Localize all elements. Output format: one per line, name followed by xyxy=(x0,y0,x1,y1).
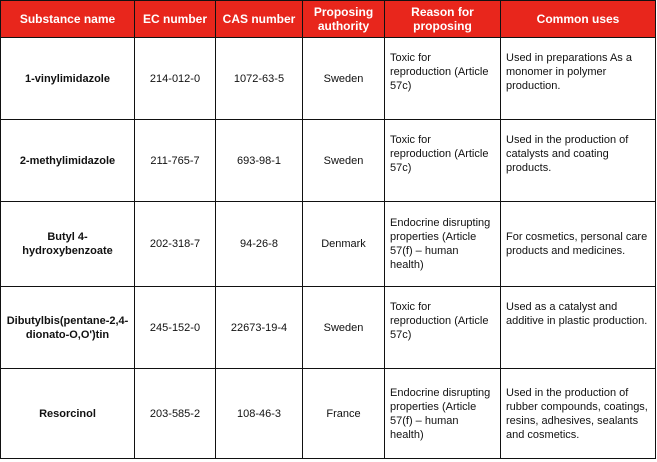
table-row: Butyl 4-hydroxybenzoate 202-318-7 94-26-… xyxy=(0,201,656,287)
ec-number: 211-765-7 xyxy=(134,119,216,202)
header-substance-name: Substance name xyxy=(0,0,135,38)
cas-number: 1072-63-5 xyxy=(215,37,303,120)
reason-for-proposing: Toxic for reproduction (Article 57c) xyxy=(384,37,501,120)
cas-number: 693-98-1 xyxy=(215,119,303,202)
proposing-authority: Sweden xyxy=(302,37,385,120)
header-proposing-authority: Proposing authority xyxy=(302,0,385,38)
substance-name: Dibutylbis(pentane-2,4-dionato-O,O')tin xyxy=(0,286,135,369)
substance-name: 1-vinylimidazole xyxy=(0,37,135,120)
reason-for-proposing: Toxic for reproduction (Article 57c) xyxy=(384,119,501,202)
common-uses: Used in the production of catalysts and … xyxy=(500,119,656,202)
ec-number: 214-012-0 xyxy=(134,37,216,120)
header-ec-number: EC number xyxy=(134,0,216,38)
substance-name: 2-methylimidazole xyxy=(0,119,135,202)
header-row: Substance name EC number CAS number Prop… xyxy=(0,0,656,38)
table-row: Resorcinol 203-585-2 108-46-3 France End… xyxy=(0,368,656,459)
reason-for-proposing: Endocrine disrupting properties (Article… xyxy=(384,201,501,287)
common-uses: Used in preparations As a monomer in pol… xyxy=(500,37,656,120)
header-cas-number: CAS number xyxy=(215,0,303,38)
substance-name: Butyl 4-hydroxybenzoate xyxy=(0,201,135,287)
common-uses: Used in the production of rubber compoun… xyxy=(500,368,656,459)
table-row: 2-methylimidazole 211-765-7 693-98-1 Swe… xyxy=(0,119,656,202)
reason-for-proposing: Endocrine disrupting properties (Article… xyxy=(384,368,501,459)
cas-number: 22673-19-4 xyxy=(215,286,303,369)
cas-number: 108-46-3 xyxy=(215,368,303,459)
ec-number: 203-585-2 xyxy=(134,368,216,459)
ec-number: 202-318-7 xyxy=(134,201,216,287)
ec-number: 245-152-0 xyxy=(134,286,216,369)
substance-name: Resorcinol xyxy=(0,368,135,459)
table-row: Dibutylbis(pentane-2,4-dionato-O,O')tin … xyxy=(0,286,656,369)
cas-number: 94-26-8 xyxy=(215,201,303,287)
common-uses: For cosmetics, personal care products an… xyxy=(500,201,656,287)
common-uses: Used as a catalyst and additive in plast… xyxy=(500,286,656,369)
reason-for-proposing: Toxic for reproduction (Article 57c) xyxy=(384,286,501,369)
header-common-uses: Common uses xyxy=(500,0,656,38)
table-row: 1-vinylimidazole 214-012-0 1072-63-5 Swe… xyxy=(0,37,656,120)
proposing-authority: Denmark xyxy=(302,201,385,287)
proposing-authority: Sweden xyxy=(302,286,385,369)
proposing-authority: France xyxy=(302,368,385,459)
proposing-authority: Sweden xyxy=(302,119,385,202)
header-reason-for-proposing: Reason for proposing xyxy=(384,0,501,38)
